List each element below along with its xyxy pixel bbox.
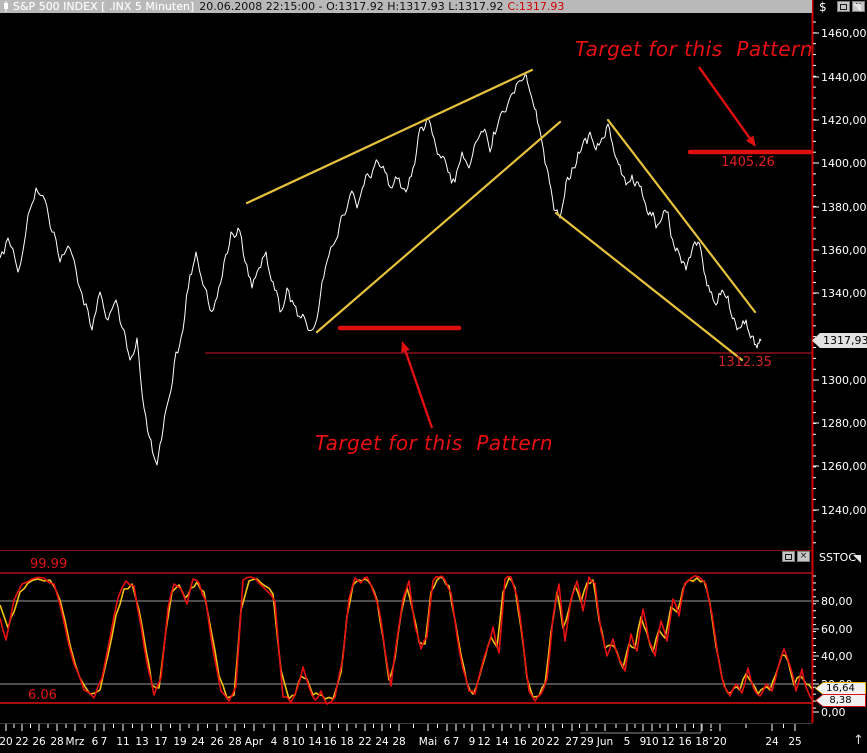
time-axis-label: 10 <box>291 736 305 748</box>
time-axis-label: 5 <box>623 736 631 748</box>
stoch-k-line <box>0 574 813 705</box>
stoch-panel-window-buttons: × <box>782 551 810 562</box>
time-axis-label: Apr <box>244 736 264 748</box>
quote-close-text: C:1317.93 <box>507 0 565 13</box>
time-axis-label: Mai <box>418 736 438 748</box>
time-axis-label: 11 <box>116 736 130 748</box>
time-axis-label: 28 <box>228 736 242 748</box>
time-axis-label: Mrz <box>65 736 85 748</box>
stoch-axis-label: 40,00 <box>821 650 853 663</box>
time-axis-label: 20 <box>0 736 13 748</box>
stoch-axis-label: 0,00 <box>821 706 846 719</box>
price-axis-label: 1280,00 <box>821 417 867 430</box>
time-axis-label: 6 <box>443 736 451 748</box>
trendline <box>554 211 744 362</box>
stoch-k-value-marker: 8,38 <box>815 694 866 707</box>
support-level-label: 1312.35 <box>718 355 772 370</box>
axis-grip-dot <box>710 737 712 739</box>
annotation-arrow <box>698 66 751 139</box>
time-axis-label: 28 <box>392 736 406 748</box>
price-axis-label: 1340,00 <box>821 287 867 300</box>
time-axis-label: 28 <box>50 736 64 748</box>
trendline <box>245 68 534 205</box>
time-axis-label: 13 <box>135 736 149 748</box>
annotation-target-bottom: Target for this Pattern <box>315 431 554 455</box>
time-axis-label: 24 <box>765 736 779 748</box>
price-axis-label: 1400,00 <box>821 157 867 170</box>
time-axis-label: 7 <box>100 736 108 748</box>
annotation-arrowhead <box>401 341 410 353</box>
time-axis-label: 20 <box>713 736 727 748</box>
currency-axis-label: $ <box>819 0 827 14</box>
symbol-title: S&P 500 INDEX [ .INX 5 Minuten] <box>13 0 195 13</box>
stoch-upper-extreme-label: 99.99 <box>30 557 68 572</box>
time-axis-label: 22 <box>15 736 29 748</box>
time-axis-label: 24 <box>191 736 205 748</box>
price-axis-label: 1440,00 <box>821 71 867 84</box>
stoch-axis-label: 60,00 <box>821 623 853 636</box>
time-axis-label: 24 <box>375 736 389 748</box>
price-axis-label: 1360,00 <box>821 244 867 257</box>
price-axis-label: 1460,00 <box>821 27 867 40</box>
time-axis-label: 16 <box>513 736 527 748</box>
price-axis-label: 1240,00 <box>821 504 867 517</box>
trendline <box>606 118 757 314</box>
price-axis-label: 1420,00 <box>821 114 867 127</box>
time-axis-label: 9 <box>468 736 476 748</box>
time-axis-label: 16 <box>323 736 337 748</box>
maximize-icon[interactable] <box>837 1 850 12</box>
scroll-up-icon[interactable]: ↑ <box>853 733 864 748</box>
annotation-arrow <box>404 351 434 429</box>
time-axis-label: 14 <box>495 736 509 748</box>
time-axis-label: 18 <box>340 736 354 748</box>
time-axis-label: 14 <box>308 736 322 748</box>
time-axis-label: 19 <box>173 736 187 748</box>
candlestick-icon <box>4 1 8 12</box>
time-axis-label: 26 <box>210 736 224 748</box>
time-axis-label: 6 <box>91 736 99 748</box>
time-axis-label: 16 <box>678 736 692 748</box>
stoch-axis-label: 80,00 <box>821 595 853 608</box>
annotation-target-top: Target for this Pattern <box>575 37 814 61</box>
time-axis-label: 22 <box>546 736 560 748</box>
price-axis-label: 1260,00 <box>821 460 867 473</box>
stoch-d-line <box>0 576 813 700</box>
time-axis-label: 12 <box>477 736 491 748</box>
time-axis-label: 20 <box>531 736 545 748</box>
indicator-dropdown-icon[interactable] <box>853 555 861 563</box>
time-axis-label: 27 <box>565 736 579 748</box>
price-axis-label: 1380,00 <box>821 201 867 214</box>
stoch-lower-extreme-label: 6.06 <box>28 688 57 703</box>
axis-grip-dot <box>710 729 712 731</box>
axis-dropdown-icon[interactable] <box>853 4 861 12</box>
time-axis-label: 9 <box>639 736 647 748</box>
time-axis-label: 12 <box>661 736 675 748</box>
trendline <box>315 120 562 334</box>
price-line <box>0 74 762 466</box>
target-level-label: 1405.26 <box>721 155 775 170</box>
time-axis-label: 17 <box>154 736 168 748</box>
quote-ohl-text: 20.06.2008 22:15:00 - O:1317.92 H:1317.9… <box>199 0 504 13</box>
indicator-name-label: SSTOC <box>819 551 857 564</box>
time-axis-label: 10 <box>645 736 659 748</box>
maximize-icon[interactable] <box>782 551 795 562</box>
time-axis-label: Jun <box>596 736 614 748</box>
close-icon[interactable]: × <box>797 551 810 562</box>
time-axis-label: 29 <box>580 736 594 748</box>
annotation-arrowhead <box>746 135 756 147</box>
time-axis-label: 18 <box>695 736 709 748</box>
chart-title-bar: S&P 500 INDEX [ .INX 5 Minuten] 20.06.20… <box>0 0 812 13</box>
time-axis-label: 4 <box>270 736 278 748</box>
stoch-d-value-marker: 16,64 <box>815 682 866 695</box>
time-axis-label: 8 <box>282 736 290 748</box>
last-price-marker: 1317,93 <box>812 333 867 348</box>
time-axis-label: 25 <box>788 736 802 748</box>
time-axis-label: 26 <box>32 736 46 748</box>
time-axis-label: 7 <box>452 736 460 748</box>
time-axis-label: 22 <box>358 736 372 748</box>
price-axis-label: 1300,00 <box>821 374 867 387</box>
